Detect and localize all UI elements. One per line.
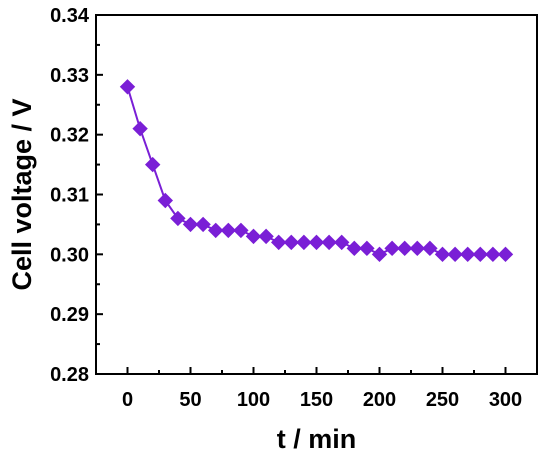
y-tick-label-6: 0.34 [50,5,90,27]
x-axis-title: t / min [277,424,357,454]
data-point-9 [233,222,249,239]
data-point-28 [472,246,489,263]
y-tick-label-0: 0.28 [50,364,89,386]
data-point-15 [308,234,325,251]
data-point-18 [346,240,363,257]
data-point-21 [384,240,400,257]
x-tick-label-50: 50 [179,389,201,411]
x-tick-label-250: 250 [426,389,459,411]
y-axis-title: Cell voltage / V [7,98,37,290]
x-tick-label-150: 150 [300,389,333,411]
data-point-3 [157,192,174,209]
data-point-27 [459,246,476,263]
x-tick-label-300: 300 [489,389,522,411]
data-point-25 [434,246,451,263]
data-point-30 [497,246,514,263]
data-point-20 [371,246,388,263]
y-tick-label-5: 0.33 [50,65,89,87]
series-layer [119,79,514,263]
data-point-12 [270,234,287,251]
data-point-2 [144,156,161,173]
data-point-1 [132,120,148,137]
data-point-17 [333,234,350,251]
axes: 0 50 100 150 200 250 300 0.28 0.29 0.30 0.31 0.32 0.… [50,5,538,411]
data-point-5 [182,216,199,233]
data-point-7 [207,222,224,239]
data-point-8 [220,222,237,239]
y-tick-label-3: 0.31 [50,185,89,207]
data-point-29 [485,246,501,263]
data-point-11 [258,228,274,245]
data-point-26 [447,246,463,263]
y-tick-label-4: 0.32 [50,125,89,147]
y-tick-label-1: 0.29 [50,304,89,326]
data-point-22 [396,240,413,257]
data-point-6 [195,216,211,233]
data-point-13 [283,234,300,251]
data-point-10 [245,228,262,245]
data-point-23 [409,240,426,257]
y-tick-label-2: 0.30 [50,244,89,266]
x-tick-label-200: 200 [363,389,396,411]
x-tick-label-100: 100 [237,389,270,411]
x-tick-label-0: 0 [122,389,133,411]
data-point-0 [119,79,136,95]
data-point-24 [422,240,438,257]
data-point-16 [321,234,337,251]
data-point-14 [296,234,312,251]
data-point-4 [170,210,186,227]
series-line-0 [126,86,506,256]
data-point-19 [359,240,375,257]
